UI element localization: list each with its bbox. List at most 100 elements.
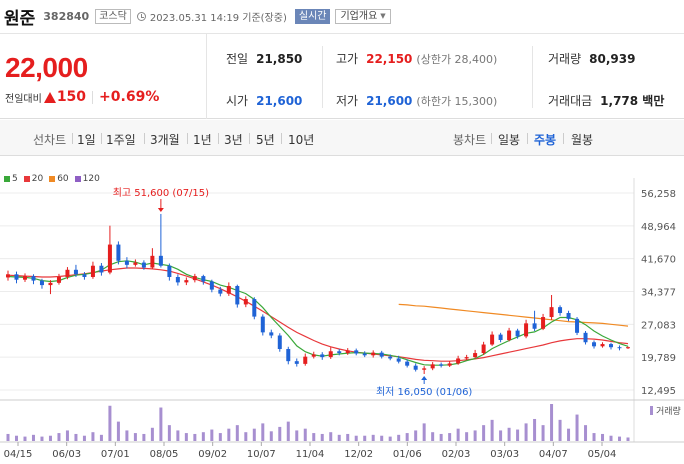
chevron-down-icon: ▼	[380, 12, 386, 20]
chart-range-bar: 선차트 1일 1주일 3개월 1년 3년 5년 10년 봉차트 일봉 주봉 월봉	[0, 120, 684, 156]
volume-bar	[507, 427, 511, 441]
x-tick-label: 03/03	[490, 449, 519, 460]
candle-body	[430, 364, 435, 369]
candle-daily[interactable]: 일봉	[498, 133, 521, 147]
candle-body	[600, 344, 605, 347]
price-chart[interactable]: 최고 51,600 (07/15) 최저 16,050 (01/06) 56,25…	[0, 172, 684, 464]
volume-bar	[456, 428, 460, 441]
realtime-button[interactable]: 실시간	[294, 9, 331, 24]
period-3y[interactable]: 3년	[224, 133, 243, 147]
volume-label: 거래량	[548, 52, 582, 66]
clock-icon	[136, 12, 146, 21]
period-1y[interactable]: 1년	[193, 133, 212, 147]
candle-body	[490, 334, 495, 345]
candle-body	[524, 323, 529, 337]
high-cell: 고가 22,150 (상한가 28,400)	[336, 50, 497, 67]
volume-bar	[465, 432, 469, 441]
upper-limit: (상한가 28,400)	[416, 52, 498, 66]
volume-bar	[354, 435, 358, 441]
volume-bar	[133, 433, 137, 441]
candle-body	[379, 352, 384, 357]
chart-grid	[0, 178, 684, 443]
high-label: 고가	[336, 52, 359, 66]
candle-body	[328, 351, 333, 358]
divider	[563, 133, 564, 144]
period-3m[interactable]: 3개월	[150, 133, 180, 147]
volume-bar	[626, 437, 630, 441]
stock-name: 원준	[4, 9, 36, 29]
legend-label: 60	[57, 174, 69, 184]
period-10y[interactable]: 10년	[288, 133, 315, 147]
high-arrow-head	[157, 207, 164, 212]
candle-body	[558, 307, 563, 314]
volume-bar	[210, 429, 214, 441]
x-tick-label: 06/03	[52, 449, 81, 460]
change-percent: +0.69%	[99, 89, 160, 105]
candle-chart-label: 봉차트	[453, 133, 487, 147]
legend-ma60: 60	[49, 174, 69, 184]
candle-monthly[interactable]: 월봉	[571, 133, 594, 147]
candle-body	[532, 323, 537, 329]
volume-bar	[150, 427, 154, 441]
stock-header: 원준 382840 코스닥 2023.05.31 14:19 기준(장중) 실시…	[0, 0, 684, 34]
x-tick-label: 02/03	[442, 449, 471, 460]
candles	[6, 213, 630, 374]
volume-bar	[65, 430, 69, 441]
candle-body	[6, 274, 10, 278]
candle-body	[447, 363, 452, 366]
x-tick-label: 05/04	[588, 449, 617, 460]
divider	[322, 46, 323, 108]
low-cell: 저가 21,600 (하한가 15,300)	[336, 92, 497, 109]
x-axis: 04/15 06/03 07/01 08/05 09/02 10/07 11/04 12/02…	[4, 442, 617, 460]
price-box: 22,000 전일대비 150 +0.69%	[0, 34, 207, 119]
candle-body	[286, 349, 291, 362]
volume-bar	[550, 404, 554, 441]
y-tick-label: 12,495	[641, 386, 676, 397]
period-1d[interactable]: 1일	[77, 133, 96, 147]
candle-body	[294, 361, 299, 364]
volume-bar	[261, 423, 265, 441]
candle-weekly[interactable]: 주봉	[534, 133, 557, 147]
volume-bar	[371, 434, 375, 441]
volume-bar	[235, 425, 239, 441]
candle-body	[609, 344, 614, 348]
volume-bar	[176, 430, 180, 441]
candle-body	[124, 260, 129, 265]
candle-body	[303, 356, 308, 364]
period-5y[interactable]: 5년	[256, 133, 275, 147]
candle-body	[481, 344, 486, 354]
period-1w[interactable]: 1주일	[106, 133, 136, 147]
divider	[187, 133, 188, 144]
candle-body	[345, 350, 350, 354]
legend-swatch	[23, 176, 30, 182]
volume-bar	[388, 436, 392, 441]
x-tick-label: 04/15	[4, 449, 33, 460]
candle-body	[133, 262, 138, 265]
volume-bar	[516, 429, 520, 441]
legend-swatch	[49, 176, 56, 182]
candle-body	[396, 358, 401, 362]
volume-bar	[473, 430, 477, 441]
candle-body	[464, 357, 469, 359]
open-cell: 시가 21,600	[226, 92, 302, 109]
line-chart-label: 선차트	[33, 133, 67, 147]
volume-bar	[108, 405, 112, 441]
market-badge: 코스닥	[95, 9, 131, 24]
volume-bar	[592, 433, 596, 441]
volume-bar	[431, 432, 435, 441]
low-arrow-head	[421, 375, 428, 380]
x-tick-label: 01/06	[393, 449, 422, 460]
volume-bar	[618, 436, 622, 441]
candle-body	[354, 350, 359, 354]
volume-bar	[405, 433, 409, 441]
volume-bar	[218, 433, 222, 441]
amount-value: 1,778 백만	[600, 94, 665, 108]
candle-body	[73, 269, 78, 275]
low-label: 저가	[336, 94, 359, 108]
volume-bar	[91, 432, 95, 441]
x-tick-label: 07/01	[101, 449, 130, 460]
candle-body	[413, 365, 418, 370]
volume-bar	[609, 435, 613, 441]
y-tick-label: 19,789	[641, 353, 676, 364]
company-info-dropdown[interactable]: 기업개요 ▼	[335, 9, 391, 24]
